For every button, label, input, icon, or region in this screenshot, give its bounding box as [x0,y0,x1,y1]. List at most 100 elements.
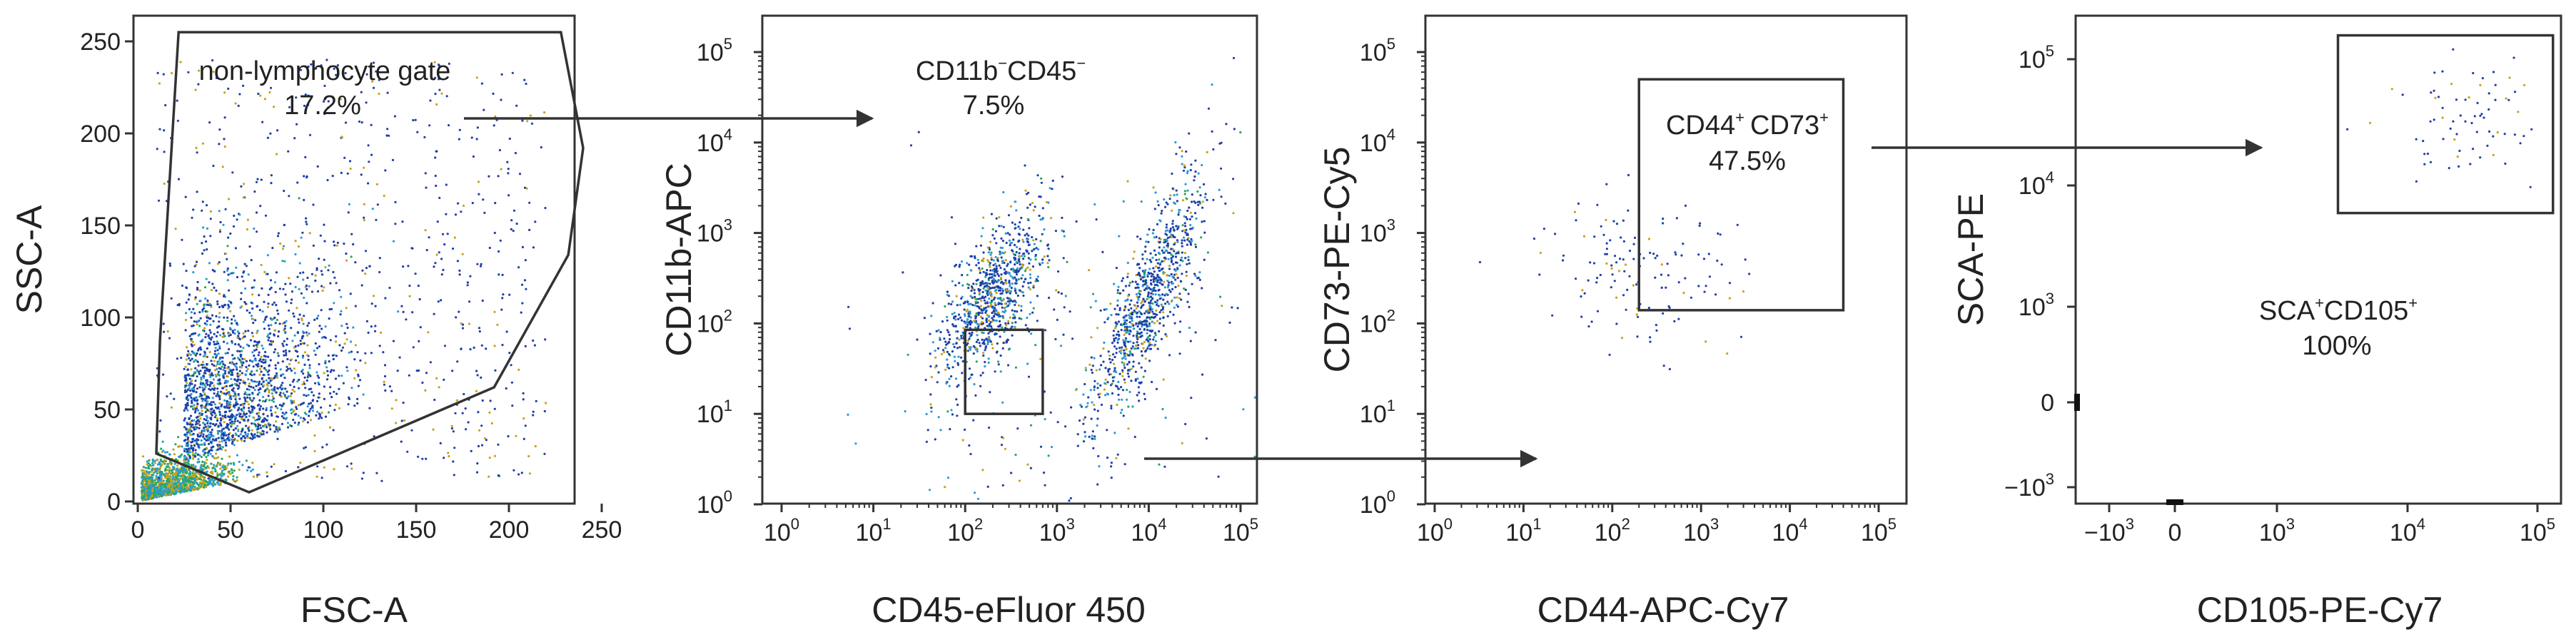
event-dot [203,437,206,440]
event-dot [975,245,978,248]
event-dot [948,333,951,337]
event-dot [184,377,187,379]
event-dot [228,455,231,458]
event-dot [217,456,220,459]
event-dot [218,230,221,233]
event-dot [211,59,214,62]
event-dot [223,399,226,402]
event-dot [286,365,288,368]
event-dot [274,405,278,408]
event-dot [315,347,319,350]
event-dot [278,322,281,325]
event-dot [185,427,188,430]
event-dot [301,356,304,359]
event-dot [497,474,500,477]
event-dot [216,432,220,435]
event-dot [209,375,212,379]
event-dot [201,363,203,366]
event-dot [416,131,419,133]
event-dot [196,151,198,154]
event-dot [494,202,497,205]
event-dot [196,435,200,438]
event-dot [168,490,171,493]
event-dot [296,331,299,334]
event-dot [158,461,161,464]
event-dot [1142,347,1145,350]
event-dot [221,165,224,168]
event-dot [520,283,524,286]
event-dot [326,374,330,377]
event-dot [267,302,270,305]
event-dot [288,309,291,312]
event-dot [1158,322,1161,325]
event-dot [996,272,999,275]
event-dot [305,331,308,334]
event-dot [197,458,200,461]
event-dot [330,396,333,399]
event-dot [289,282,292,285]
event-dot [222,362,225,365]
event-dot [1130,347,1133,350]
event-dot [299,342,302,345]
event-dot [1022,258,1025,260]
event-dot [209,389,212,392]
event-dot [243,392,246,396]
event-dot [213,364,216,367]
event-dot [218,143,221,146]
event-dot [985,319,988,322]
event-dot [153,491,156,494]
event-dot [1196,190,1199,193]
event-dot [406,450,409,453]
event-dot [320,270,323,272]
event-dot [343,332,346,335]
event-dot [203,366,206,369]
event-dot [1026,240,1029,243]
event-dot [229,301,233,304]
event-dot [170,406,173,409]
event-dot [433,398,436,402]
event-dot [987,277,990,280]
event-dot [1014,321,1017,324]
event-dot [213,332,216,335]
event-dot [997,275,1000,277]
event-dot [161,490,164,493]
event-dot [946,315,949,318]
event-dot [293,334,296,337]
event-dot [500,168,502,170]
event-dot [165,465,168,468]
event-dot [258,399,261,402]
event-dot [308,402,310,405]
event-dot [284,330,287,333]
event-dot [257,362,260,365]
event-dot [226,402,230,404]
event-dot [184,365,187,368]
event-dot [203,454,206,457]
event-dot [231,354,234,357]
event-dot [997,363,1000,366]
event-dot [954,318,957,321]
event-dot [247,330,250,332]
event-dot [941,349,945,352]
event-dot [999,253,1002,255]
event-dot [528,228,531,231]
event-dot [434,76,437,79]
event-dot [226,380,229,383]
event-dot [948,352,951,355]
event-dot [302,322,305,325]
event-dot [323,223,325,226]
event-dot [216,326,219,329]
event-dot [245,424,248,427]
event-dot [259,205,262,208]
event-dot [143,479,146,482]
event-dot [995,265,998,267]
event-dot [193,320,196,323]
event-dot [281,412,284,414]
event-dot [293,390,296,393]
event-dot [438,386,440,389]
event-dot [242,361,245,365]
event-dot [1124,285,1128,287]
event-dot [273,281,277,284]
event-dot [378,257,381,260]
event-dot [943,337,946,340]
event-dot [171,477,174,479]
